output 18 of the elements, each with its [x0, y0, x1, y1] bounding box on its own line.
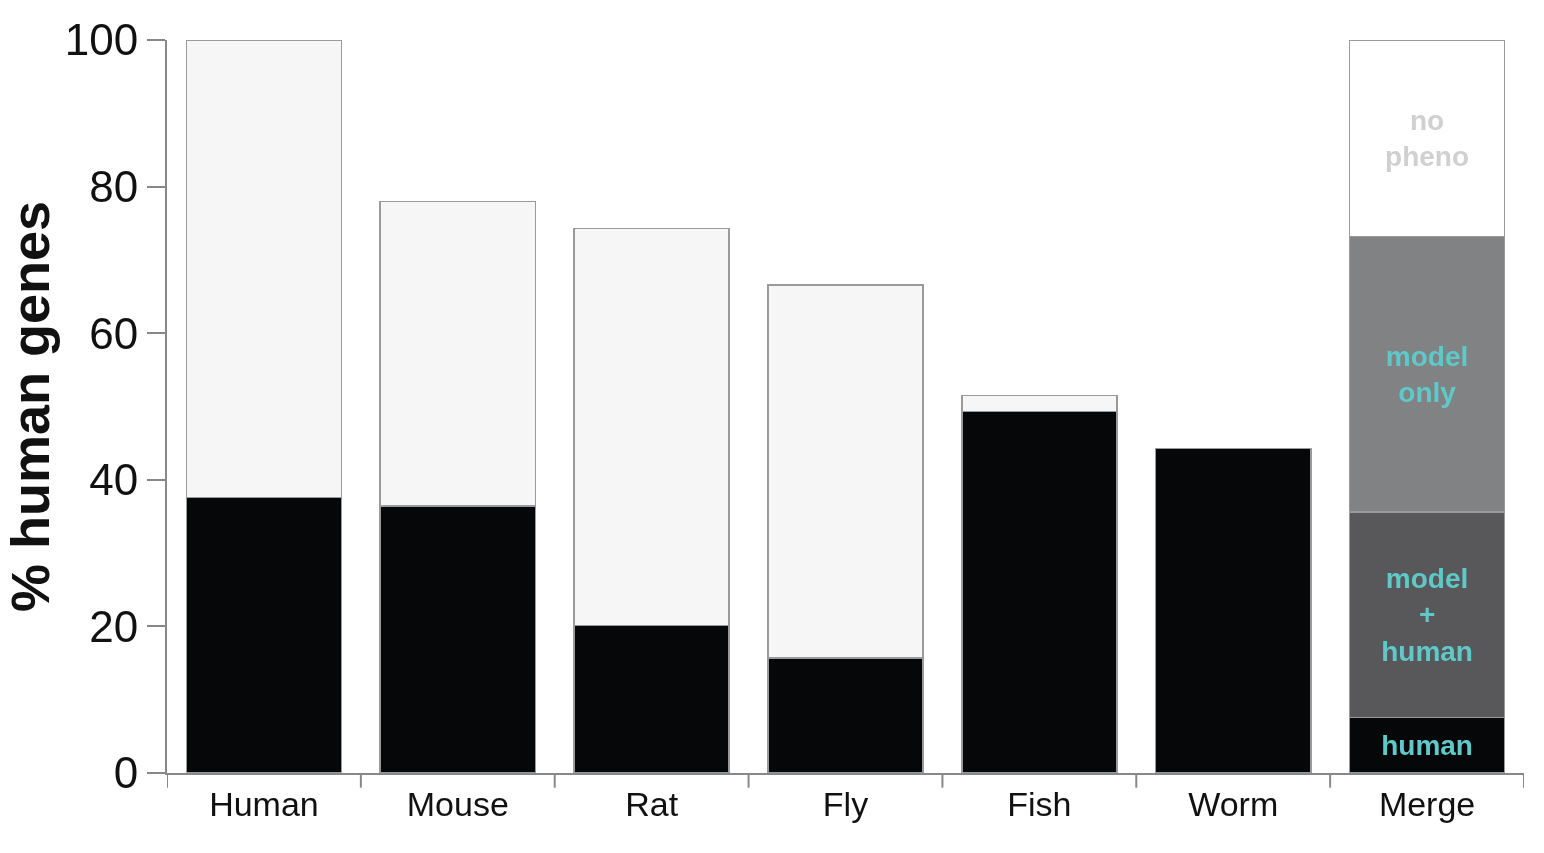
x-tick-label: Fly [822, 784, 869, 823]
x-tick-label: Mouse [406, 784, 509, 823]
x-tick-label: Fish [1007, 784, 1072, 823]
series-label: model + human [1381, 562, 1473, 667]
y-tick-label: 40 [89, 455, 139, 505]
x-tick-label: Human [209, 784, 319, 823]
y-tick-label: 100 [64, 15, 139, 65]
y-axis-title: % human genes [0, 200, 60, 613]
y-tick-label: 20 [89, 601, 139, 651]
y-tick-label: 80 [89, 162, 139, 211]
series-label: model only [1385, 340, 1469, 408]
bar [1154, 447, 1312, 773]
x-tick-label: Worm [1188, 784, 1279, 823]
series-label: human [1381, 729, 1473, 761]
x-tick-label: Merge [1378, 784, 1476, 823]
x-tick-label: Rat [625, 784, 679, 823]
y-tick-label: 0 [113, 748, 139, 798]
y-tick-label: 60 [89, 308, 139, 358]
